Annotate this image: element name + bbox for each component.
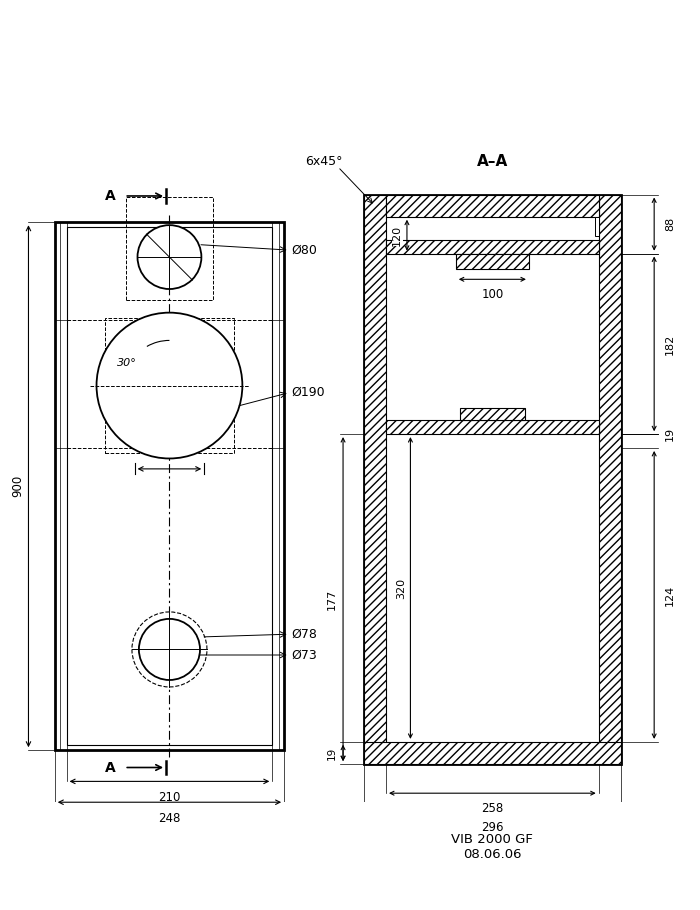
Text: 258: 258 <box>481 802 503 814</box>
Text: 100: 100 <box>481 288 503 301</box>
Text: Ø78: Ø78 <box>292 628 318 641</box>
Bar <box>66 228 272 745</box>
Text: A: A <box>105 189 116 203</box>
Bar <box>55 222 284 750</box>
Bar <box>598 195 621 764</box>
Text: A–A: A–A <box>477 154 508 168</box>
Bar <box>386 239 598 254</box>
Text: 900: 900 <box>12 475 24 498</box>
Text: Ø80: Ø80 <box>292 244 318 257</box>
Bar <box>127 197 213 300</box>
Bar <box>105 318 234 453</box>
Text: 08.06.06: 08.06.06 <box>463 848 522 861</box>
Ellipse shape <box>139 619 200 680</box>
Bar <box>456 254 528 268</box>
Text: 177: 177 <box>327 589 337 610</box>
Ellipse shape <box>132 612 207 687</box>
Bar <box>386 195 598 217</box>
Text: Ø190: Ø190 <box>292 386 326 399</box>
Text: 6x45°: 6x45° <box>305 155 343 167</box>
Text: 296: 296 <box>481 821 503 834</box>
Text: 88: 88 <box>665 217 676 231</box>
Text: VIB 2000 GF: VIB 2000 GF <box>452 833 533 845</box>
Bar <box>364 195 386 764</box>
Bar <box>364 742 621 764</box>
Text: 30°: 30° <box>118 359 137 369</box>
Ellipse shape <box>97 313 242 459</box>
Text: 124: 124 <box>665 584 676 605</box>
Text: 120: 120 <box>392 225 402 246</box>
Text: 248: 248 <box>158 812 181 825</box>
Ellipse shape <box>137 225 202 289</box>
Text: A: A <box>105 761 116 774</box>
Text: 182: 182 <box>665 333 676 355</box>
Text: 210: 210 <box>158 791 181 804</box>
Text: 320: 320 <box>395 578 406 599</box>
Text: 100: 100 <box>158 446 181 460</box>
Bar <box>364 195 621 764</box>
Bar <box>459 408 525 420</box>
Bar <box>595 217 598 237</box>
Text: 19: 19 <box>665 427 676 441</box>
Bar <box>386 420 598 434</box>
Text: Ø73: Ø73 <box>292 649 317 662</box>
Text: 19: 19 <box>327 746 337 760</box>
